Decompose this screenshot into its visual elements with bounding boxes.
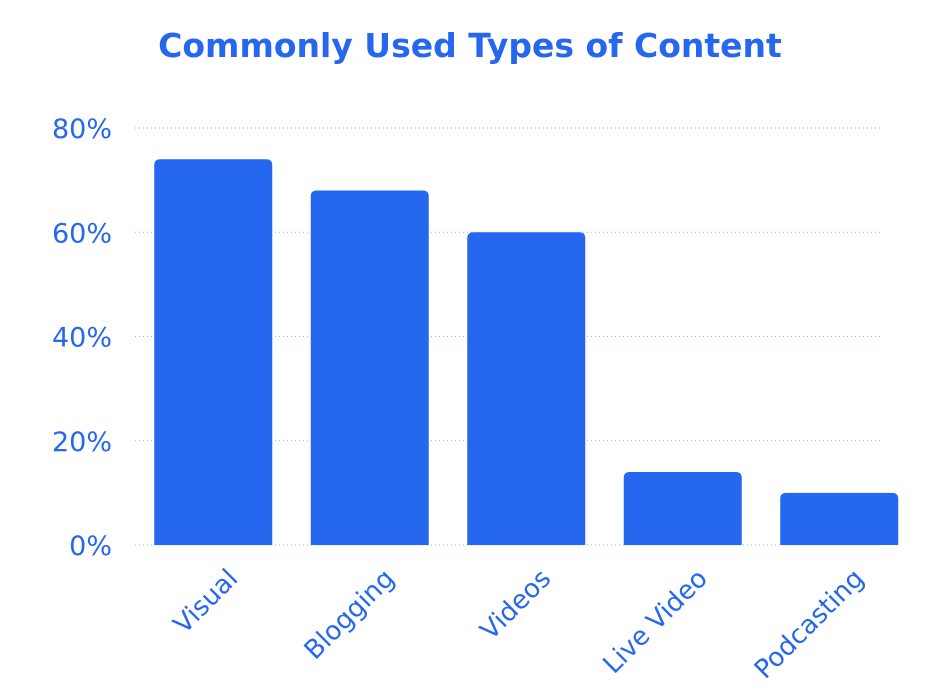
y-axis-ticks: 0% 20% 40% 60% 80%	[52, 114, 112, 562]
x-tick-label: Blogging	[299, 564, 401, 666]
y-tick-label: 20%	[52, 427, 112, 458]
x-tick-label: Visual	[168, 564, 244, 640]
bar-visual	[154, 159, 273, 545]
bars	[154, 159, 899, 546]
y-tick-label: 80%	[52, 114, 112, 145]
x-tick-label: Videos	[475, 564, 557, 646]
bar-blogging	[310, 190, 429, 546]
bar-live-video	[623, 472, 742, 545]
x-tick-label: Podcasting	[749, 564, 870, 685]
x-tick-label: Live Video	[598, 564, 714, 680]
bar-videos	[467, 232, 586, 545]
x-axis-ticks: Visual Blogging Videos Live Video Podcasting	[168, 564, 870, 685]
y-tick-label: 0%	[69, 531, 112, 562]
y-tick-label: 40%	[52, 323, 112, 354]
y-tick-label: 60%	[52, 218, 112, 249]
bar-podcasting	[780, 492, 899, 545]
chart-title: Commonly Used Types of Content	[158, 26, 782, 65]
